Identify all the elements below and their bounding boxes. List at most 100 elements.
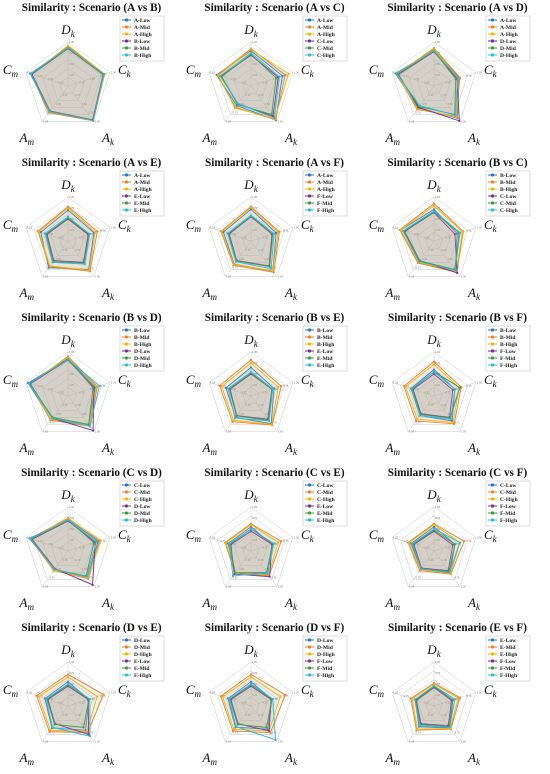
tick-label: 1.00 xyxy=(278,275,284,279)
grid-ring xyxy=(42,59,94,108)
tick-label: 1.00 xyxy=(252,40,258,44)
axis-spoke xyxy=(67,85,95,122)
tick-label: 0.50 xyxy=(273,387,279,391)
legend-marker xyxy=(124,201,129,205)
grid-ring xyxy=(233,223,269,256)
legend-entry: A-Low xyxy=(134,18,151,24)
data-point xyxy=(416,728,419,731)
tick-label: 0.25 xyxy=(63,403,69,407)
series-line xyxy=(45,217,90,264)
legend-marker xyxy=(124,25,129,29)
tick-label: 1.00 xyxy=(69,660,75,664)
tick-label: 1.00 xyxy=(477,690,483,694)
data-point xyxy=(85,575,88,578)
grid-ring xyxy=(42,369,94,418)
data-point xyxy=(458,386,462,389)
grid-ring xyxy=(25,661,111,742)
legend-entry: C-Low xyxy=(500,194,517,200)
series-line xyxy=(47,685,90,736)
legend-marker xyxy=(490,201,495,205)
grid-ring xyxy=(242,386,260,404)
legend-marker xyxy=(124,349,129,353)
grid-ring xyxy=(34,515,102,580)
tick-label: 0.75 xyxy=(221,384,227,388)
tick-label: 0.75 xyxy=(454,421,460,425)
legend-marker xyxy=(307,497,312,501)
legend-entry: E-Low xyxy=(317,504,334,510)
data-point xyxy=(49,729,52,732)
legend-entry: B-Low xyxy=(500,173,517,179)
tick-label: 0.75 xyxy=(416,421,422,425)
grid-ring xyxy=(34,205,102,270)
radar-chart-svg: 0.25 0.50 0.75 1.00 0.25 0.50 0.75 1.00 0.25 0.50… xyxy=(3,325,165,457)
data-point xyxy=(249,208,253,211)
tick-label: 0.25 xyxy=(63,248,69,252)
tick-label: 0.75 xyxy=(416,111,422,115)
legend-marker xyxy=(307,363,312,367)
legend-marker xyxy=(490,53,495,57)
data-point xyxy=(432,209,436,213)
tick-label: 1.00 xyxy=(278,120,284,124)
tick-label: 0.50 xyxy=(231,387,237,391)
legend-marker xyxy=(307,349,312,353)
grid-ring xyxy=(416,68,452,101)
tick-label: 0.50 xyxy=(90,77,96,81)
data-point xyxy=(416,418,419,421)
tick-label: 1.00 xyxy=(69,40,75,44)
legend-marker xyxy=(490,652,495,656)
tick-label: 0.75 xyxy=(466,539,472,543)
data-point xyxy=(432,360,436,363)
legend-marker xyxy=(307,187,312,191)
legend-marker xyxy=(307,483,312,487)
tick-label: 0.75 xyxy=(221,539,227,543)
data-point xyxy=(249,214,253,217)
data-point xyxy=(448,571,451,574)
data-point xyxy=(249,673,253,676)
axis-label: Ak xyxy=(467,130,481,147)
tick-label: 0.25 xyxy=(425,81,431,85)
grid-ring xyxy=(391,196,477,277)
tick-label: 0.50 xyxy=(231,542,237,546)
tick-label: 0.50 xyxy=(69,62,75,66)
legend-marker xyxy=(124,328,129,332)
axis-label: Cm xyxy=(186,527,202,544)
data-point xyxy=(452,421,455,424)
axis-label: Ak xyxy=(101,440,115,457)
tick-label: 0.50 xyxy=(435,62,441,66)
legend-marker xyxy=(490,483,495,487)
axis-label: Dk xyxy=(426,487,441,504)
series-line xyxy=(45,683,91,737)
legend-box xyxy=(485,325,531,372)
data-point xyxy=(249,51,253,55)
grid-ring xyxy=(208,506,294,587)
tick-label: 0.25 xyxy=(445,546,451,550)
data-point xyxy=(456,77,459,80)
legend-entry: E-High xyxy=(134,673,152,679)
axis-label: Am xyxy=(385,130,401,147)
axis-label: Ck xyxy=(118,682,132,699)
tick-label: 0.25 xyxy=(262,546,268,550)
tick-label: 0.50 xyxy=(239,102,245,106)
data-point xyxy=(268,419,271,423)
tick-label: 0.50 xyxy=(239,257,245,261)
legend-entry: C-High xyxy=(134,497,153,503)
data-point xyxy=(226,387,230,390)
axis-spoke xyxy=(41,240,69,277)
tick-label: 0.25 xyxy=(252,383,258,387)
legend-entry: F-Mid xyxy=(317,201,333,207)
data-point xyxy=(37,230,40,233)
tick-label: 0.75 xyxy=(252,51,258,55)
grid-ring xyxy=(225,679,277,728)
data-point xyxy=(453,698,457,701)
legend-entry: F-High xyxy=(317,208,335,214)
chart-title: Similarity : Scenario (C vs F) xyxy=(387,467,528,479)
tick-label: 0.75 xyxy=(454,731,460,735)
tick-label: 0.25 xyxy=(242,546,248,550)
legend-marker xyxy=(124,497,129,501)
data-point xyxy=(66,209,70,212)
legend-entry: C-Mid xyxy=(500,201,517,207)
legend-entry: C-High xyxy=(500,208,519,214)
data-point xyxy=(91,119,95,122)
data-point xyxy=(48,264,51,268)
legend-box xyxy=(119,15,165,62)
